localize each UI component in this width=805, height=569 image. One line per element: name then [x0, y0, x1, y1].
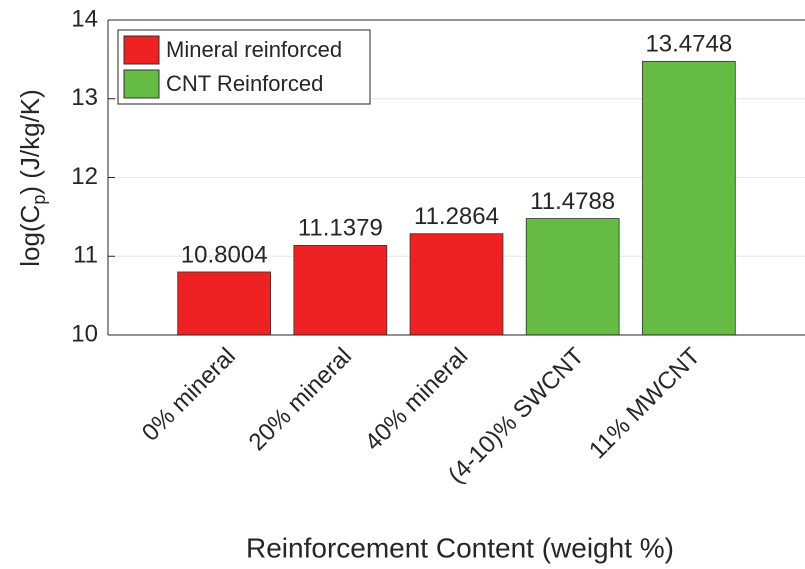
y-axis-label: log(Cp) (J/kg/K) [15, 89, 49, 267]
x-tick-label: 11% MWCNT [584, 342, 706, 464]
bar [293, 244, 388, 336]
data-label: 11.1379 [298, 215, 383, 242]
legend-swatch [123, 35, 160, 65]
x-axis-label: Reinforcement Content (weight %) [246, 532, 674, 563]
y-tick-label: 14 [71, 5, 98, 32]
data-label: 10.8004 [181, 241, 268, 268]
y-tick-label: 11 [73, 242, 98, 269]
y-label-part: ) (J/kg/K) [15, 89, 45, 194]
y-label-part: log(C [15, 205, 45, 267]
legend-label: CNT Reinforced [166, 71, 323, 96]
x-tick-label: 0% mineral [137, 343, 241, 447]
data-label: 11.2864 [414, 203, 499, 230]
legend-swatch [123, 69, 160, 99]
legend: Mineral reinforced CNT Reinforced [117, 29, 371, 105]
legend-box [117, 29, 371, 105]
bar [409, 233, 504, 336]
legend-label: Mineral reinforced [166, 37, 342, 62]
y-label-subscript: p [29, 195, 49, 205]
y-tick-label: 12 [71, 163, 98, 190]
bar [525, 218, 620, 336]
x-tick-label: 40% mineral [360, 343, 473, 456]
x-tick-label: 20% mineral [244, 343, 357, 456]
y-tick-label: 13 [71, 84, 98, 111]
data-label: 11.4788 [530, 188, 615, 215]
y-tick-label: 10 [71, 320, 98, 347]
bar [177, 271, 272, 336]
bar [641, 60, 736, 336]
data-label: 13.4748 [645, 31, 732, 58]
